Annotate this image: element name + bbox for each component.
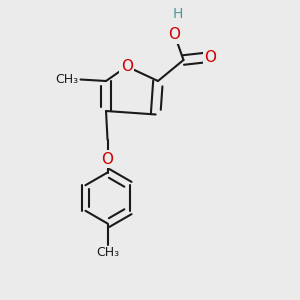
Text: O: O — [101, 152, 113, 166]
Text: O: O — [169, 27, 181, 42]
Text: CH₃: CH₃ — [96, 246, 119, 259]
Text: CH₃: CH₃ — [55, 73, 78, 86]
Text: H: H — [172, 7, 183, 20]
Text: O: O — [121, 59, 133, 74]
Text: O: O — [205, 50, 217, 64]
